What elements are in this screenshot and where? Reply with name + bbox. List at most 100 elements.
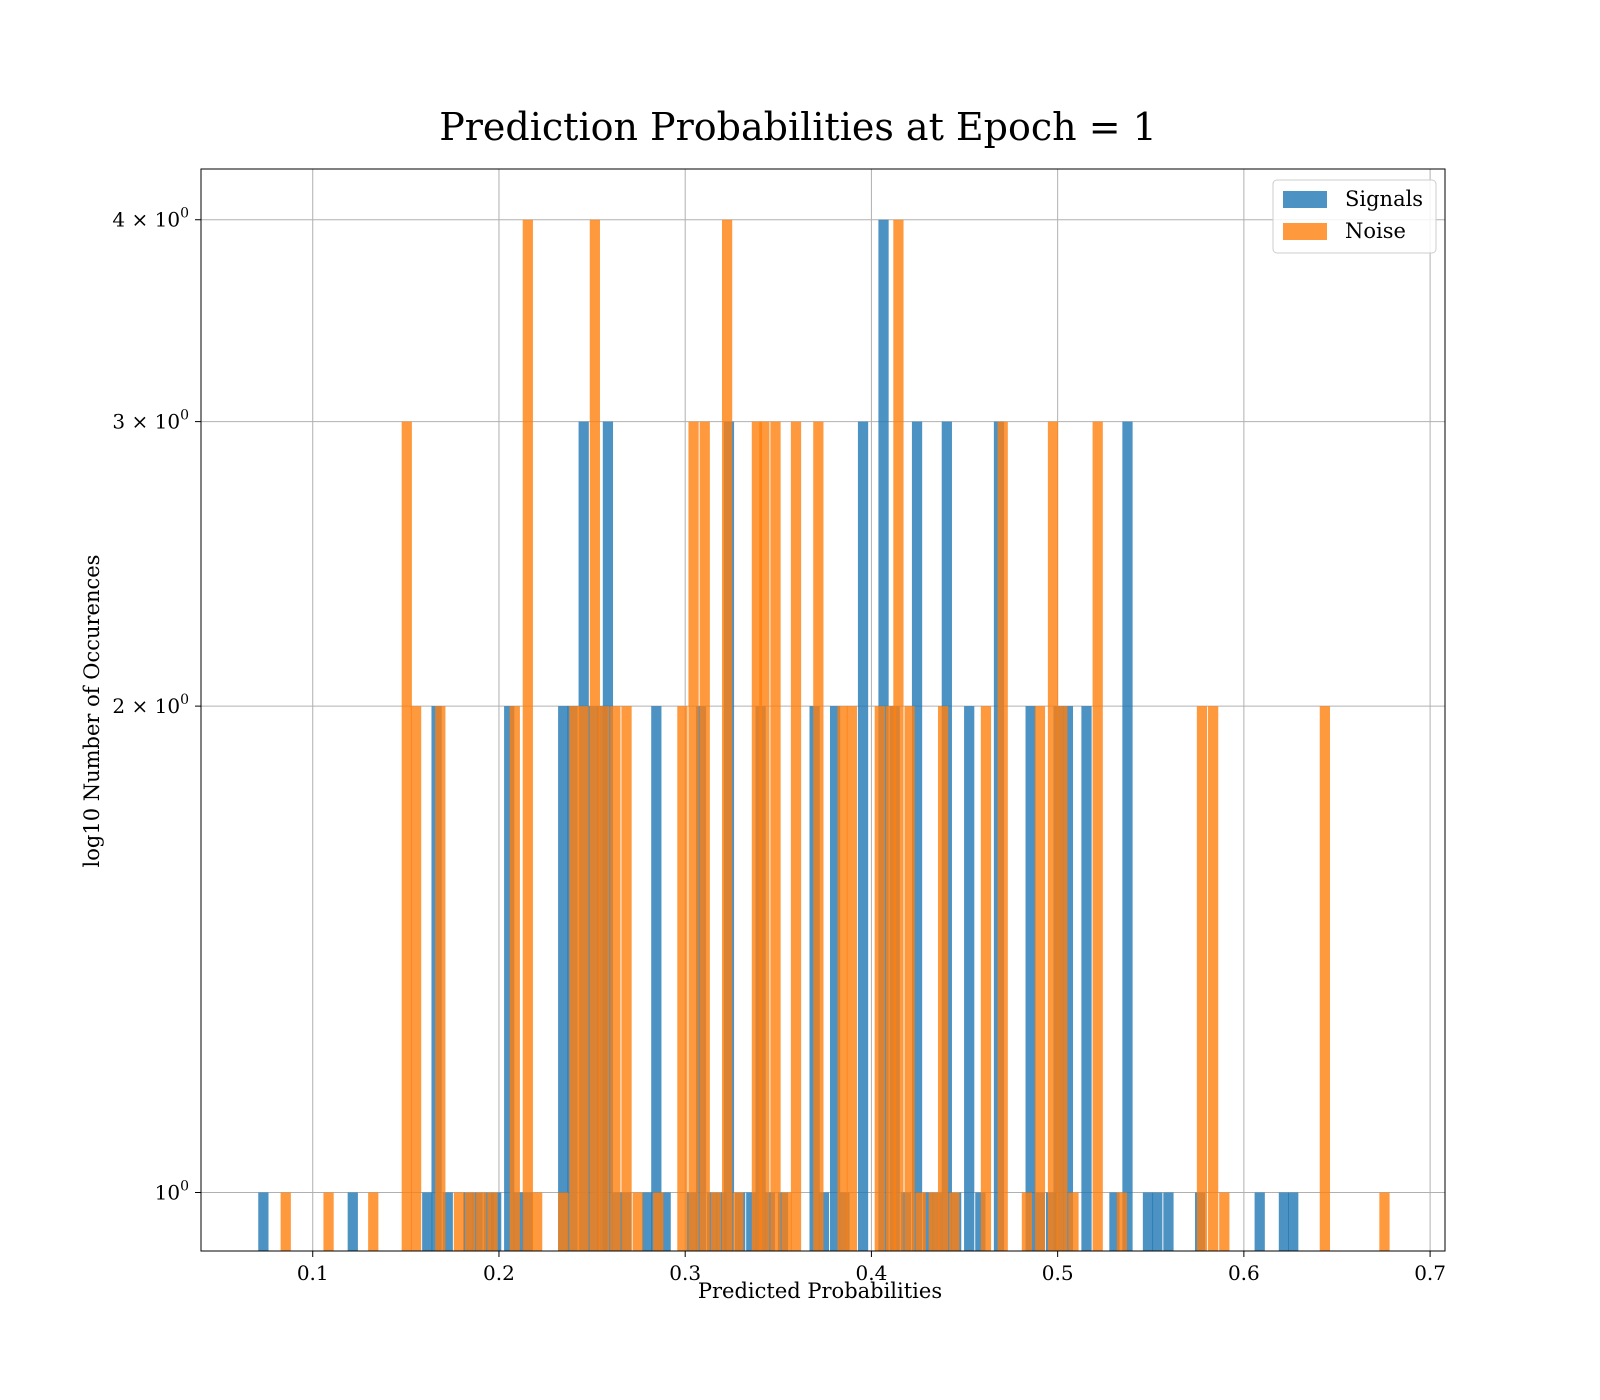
bars: [258, 219, 1390, 1251]
histogram-bar: [522, 219, 533, 1251]
histogram-bar: [1163, 1192, 1174, 1251]
x-axis-label: Predicted Probabilities: [698, 1279, 942, 1303]
histogram-bar: [829, 706, 841, 1251]
legend-swatch: [1283, 223, 1327, 240]
histogram-bar: [874, 706, 885, 1251]
histogram-bar: [435, 706, 446, 1251]
histogram-bar: [280, 1192, 291, 1251]
histogram-bar: [442, 1192, 453, 1251]
histogram-bar: [368, 1192, 379, 1251]
histogram-bar: [688, 421, 699, 1251]
x-tick-label: 0.4: [856, 1261, 888, 1285]
y-tick-label: 4 × 100: [112, 206, 189, 232]
histogram-bar: [1278, 1192, 1290, 1251]
histogram-bar: [422, 1192, 433, 1251]
y-axis-ticks: 100 2 × 100 3 × 100 4 × 100: [112, 206, 201, 1204]
histogram-bar: [818, 1192, 830, 1251]
histogram-bar: [599, 706, 610, 1251]
histogram-bar: [710, 1192, 722, 1251]
x-tick-label: 0.6: [1228, 1261, 1260, 1285]
histogram-bar: [733, 1192, 744, 1251]
histogram-bar: [1116, 1192, 1128, 1251]
histogram-bar: [1025, 706, 1036, 1251]
y-tick-label: 3 × 100: [112, 408, 189, 434]
histogram-bar: [632, 1192, 643, 1251]
histogram-bar: [677, 706, 688, 1251]
histogram-bar: [781, 1192, 792, 1251]
legend-label: Noise: [1345, 219, 1406, 243]
histogram-bar: [532, 1192, 543, 1251]
y-tick-label: 2 × 100: [112, 692, 189, 718]
histogram-bar: [569, 706, 580, 1251]
histogram-bar: [1122, 421, 1133, 1251]
histogram-bar: [770, 421, 781, 1251]
histogram-bar: [509, 706, 520, 1251]
histogram-bar: [928, 1192, 939, 1251]
histogram-bar: [975, 1192, 986, 1251]
legend-label: Signals: [1345, 187, 1423, 211]
histogram-bar: [1109, 1192, 1120, 1251]
histogram-bar: [1319, 706, 1331, 1251]
x-axis-ticks: 0.1 0.2 0.3 0.4 0.5 0.6 0.7: [297, 1251, 1446, 1285]
histogram-bar: [746, 1192, 757, 1251]
x-tick-label: 0.1: [297, 1261, 329, 1285]
histogram-bar: [721, 219, 733, 1251]
histogram-bar: [904, 706, 915, 1251]
x-tick-label: 0.3: [669, 1261, 701, 1285]
histogram-bar: [621, 706, 632, 1251]
histogram-bar: [964, 706, 975, 1251]
histogram-bar: [716, 1192, 727, 1251]
histogram-bar: [1379, 1192, 1390, 1251]
chart-title: Prediction Probabilities at Epoch = 1: [439, 105, 1157, 149]
histogram-bar: [1142, 1192, 1154, 1251]
histogram-bar: [1034, 706, 1046, 1251]
plot-frame: [200, 168, 1446, 1252]
histogram-bar: [651, 706, 662, 1251]
histogram-bar: [923, 1192, 934, 1251]
histogram-bar: [949, 1192, 960, 1251]
histogram-bar: [764, 1192, 776, 1251]
histogram-bar: [911, 421, 923, 1251]
histogram-bar: [410, 706, 422, 1251]
histogram-bar: [751, 421, 763, 1251]
series-noise: [280, 219, 1390, 1251]
histogram-bar: [258, 1192, 269, 1251]
x-tick-label: 0.2: [483, 1261, 515, 1285]
x-tick-label: 0.7: [1414, 1261, 1446, 1285]
legend-swatch: [1283, 191, 1327, 208]
histogram-bar: [476, 1192, 487, 1251]
histogram-bar: [453, 1192, 465, 1251]
histogram-bar: [1081, 706, 1092, 1251]
histogram-bar: [699, 421, 710, 1251]
histogram-bar: [610, 706, 621, 1251]
histogram-bar: [1219, 1192, 1230, 1251]
histogram-bar: [401, 421, 412, 1251]
histogram-bar: [980, 706, 992, 1251]
histogram-bar: [846, 706, 857, 1251]
histogram-bar: [1208, 706, 1219, 1251]
histogram-bar: [1092, 421, 1103, 1251]
histogram-bar: [578, 706, 589, 1251]
histogram-bar: [893, 219, 904, 1251]
histogram-bar: [790, 421, 802, 1251]
histogram-bar: [1288, 1192, 1299, 1251]
histogram-bar: [1152, 1192, 1163, 1251]
histogram-bar: [347, 1192, 358, 1251]
histogram-bar: [504, 706, 515, 1251]
histogram-bar: [653, 1192, 664, 1251]
histogram-bar: [1062, 706, 1074, 1251]
y-tick-label: 100: [155, 1178, 189, 1204]
histogram-bar: [464, 1192, 476, 1251]
histogram-bar: [885, 706, 897, 1251]
histogram-bar: [323, 1192, 334, 1251]
histogram-bar: [1196, 706, 1208, 1251]
y-axis-label: log10 Number of Occurences: [80, 555, 104, 868]
histogram-bar: [1021, 1192, 1033, 1251]
histogram-bar: [641, 1192, 653, 1251]
histogram-bar: [915, 1192, 926, 1251]
histogram-bar: [558, 706, 569, 1251]
histogram-bar: [937, 706, 949, 1251]
histogram-bar: [1057, 706, 1068, 1251]
histogram-bar: [660, 1192, 671, 1251]
